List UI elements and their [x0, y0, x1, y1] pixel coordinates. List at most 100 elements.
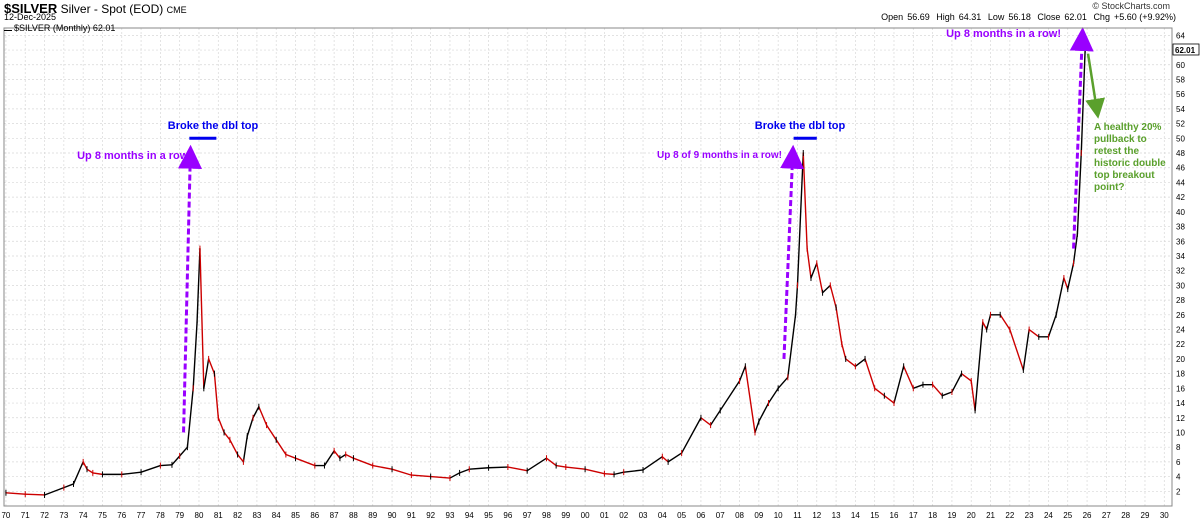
- price-segment: [171, 455, 181, 466]
- x-tick-label: 83: [252, 511, 261, 520]
- price-segment: [217, 417, 225, 434]
- price-segment: [787, 314, 797, 379]
- y-tick-label: 12: [1176, 414, 1185, 423]
- price-series: [5, 47, 1086, 498]
- price-segment: [999, 314, 1011, 331]
- x-tick-label: 07: [716, 511, 725, 520]
- x-tick-label: 88: [349, 511, 358, 520]
- x-tick-label: 24: [1044, 511, 1053, 520]
- price-segment: [829, 284, 837, 309]
- price-segment: [1072, 233, 1079, 265]
- price-segment: [565, 466, 586, 470]
- price-segment: [960, 372, 972, 382]
- open-label: Open: [881, 12, 904, 22]
- price-segment: [864, 358, 876, 390]
- chart-title: $SILVER Silver - Spot (EOD) CME: [4, 1, 187, 16]
- y-tick-label: 2: [1176, 487, 1181, 496]
- price-segment: [43, 486, 65, 496]
- price-segment: [207, 358, 216, 375]
- price-segment: [603, 472, 615, 476]
- annotation-broke-dbl-top-2011: Broke the dbl top: [755, 120, 846, 132]
- last-price-tag: 62.01: [1175, 46, 1196, 55]
- annotation-healthy-pullback-line: point?: [1094, 182, 1125, 193]
- price-segment: [186, 387, 194, 448]
- price-segment: [236, 453, 245, 463]
- x-tick-label: 15: [870, 511, 879, 520]
- price-segment: [613, 471, 625, 476]
- price-segment: [1009, 328, 1025, 371]
- y-tick-label: 30: [1176, 281, 1185, 290]
- price-segment: [410, 474, 432, 478]
- x-tick-label: 87: [330, 511, 339, 520]
- y-tick-label: 48: [1176, 149, 1185, 158]
- price-segment: [203, 358, 210, 390]
- description-label: Silver - Spot (EOD): [60, 2, 164, 16]
- price-segment: [449, 472, 461, 479]
- x-tick-label: 82: [233, 511, 242, 520]
- annotation-up-8-of-9-months-2011: Up 8 of 9 months in a row!: [657, 150, 782, 161]
- annotation-up-8-months-1980: Up 8 months in a row!: [77, 150, 192, 162]
- price-segment: [63, 483, 75, 489]
- price-segment: [794, 284, 799, 316]
- x-tick-label: 97: [523, 511, 532, 520]
- x-tick-label: 71: [21, 511, 30, 520]
- price-segment: [667, 452, 683, 463]
- y-tick-label: 16: [1176, 384, 1185, 393]
- price-segment: [24, 493, 46, 496]
- price-segment: [767, 387, 779, 404]
- chg-value: +5.60 (+9.92%): [1113, 12, 1176, 22]
- x-tick-label: 09: [754, 511, 763, 520]
- open-value: 56.69: [907, 12, 930, 22]
- price-segment: [902, 365, 915, 390]
- price-segment: [487, 466, 509, 469]
- price-segment: [246, 417, 254, 437]
- price-segment: [242, 435, 248, 463]
- price-segment: [82, 461, 88, 470]
- x-tick-label: 92: [426, 511, 435, 520]
- price-segment: [802, 152, 808, 250]
- x-tick-label: 14: [851, 511, 860, 520]
- price-segment: [754, 420, 760, 434]
- price-segment: [223, 431, 231, 441]
- price-segment: [458, 468, 470, 474]
- x-tick-label: 06: [696, 511, 705, 520]
- price-segment: [709, 409, 721, 426]
- up-8-of-9-arrow-2011: [780, 144, 805, 359]
- y-tick-label: 46: [1176, 164, 1185, 173]
- price-segment: [744, 365, 756, 434]
- annotation-broke-dbl-top-1980: Broke the dbl top: [168, 120, 259, 132]
- price-segment: [974, 321, 984, 412]
- price-segment: [1055, 277, 1065, 316]
- y-tick-label: 26: [1176, 311, 1185, 320]
- y-tick-label: 4: [1176, 473, 1181, 482]
- y-tick-label: 54: [1176, 105, 1185, 114]
- price-segment: [159, 464, 173, 467]
- price-segment: [931, 383, 943, 397]
- price-segment: [1080, 49, 1086, 154]
- price-segment: [796, 152, 804, 287]
- series-legend: $SILVER (Monthly) 62.01: [4, 23, 115, 33]
- price-segment: [912, 383, 924, 390]
- price-segment: [680, 417, 702, 454]
- y-tick-label: 38: [1176, 223, 1185, 232]
- x-tick-label: 99: [561, 511, 570, 520]
- x-tick-label: 12: [812, 511, 821, 520]
- x-tick-label: 78: [156, 511, 165, 520]
- y-tick-label: 18: [1176, 370, 1185, 379]
- x-tick-label: 94: [465, 511, 474, 520]
- price-segment: [294, 457, 316, 467]
- price-segment: [893, 365, 905, 404]
- x-tick-label: 86: [310, 511, 319, 520]
- price-segment: [1063, 277, 1069, 290]
- price-segment: [213, 372, 219, 419]
- price-segment: [1076, 152, 1082, 235]
- y-tick-label: 20: [1176, 355, 1185, 364]
- x-tick-label: 95: [484, 511, 493, 520]
- price-segment: [1028, 328, 1040, 338]
- price-segment: [873, 387, 886, 397]
- price-segment: [507, 466, 528, 472]
- price-segment: [252, 406, 260, 419]
- chart-date: 12-Dec-2025: [4, 12, 57, 22]
- price-segment: [5, 492, 26, 495]
- x-tick-label: 70: [1, 511, 10, 520]
